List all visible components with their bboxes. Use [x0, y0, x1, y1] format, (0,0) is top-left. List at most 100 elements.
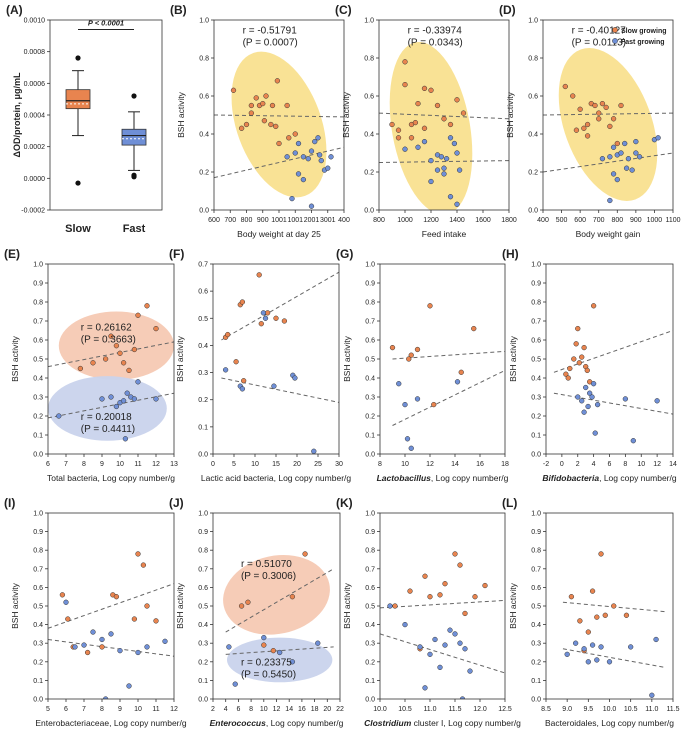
- x-tick-label: 20: [323, 706, 331, 713]
- data-point-fast: [564, 651, 570, 658]
- x-tick-label: 11.5: [666, 706, 679, 713]
- y-tick-label: 0.3: [33, 641, 43, 648]
- correlation-p: (P = 0.0343): [408, 37, 463, 48]
- y-axis-label: BSH activity: [10, 335, 20, 382]
- y-tick-label: 0.3: [33, 395, 43, 402]
- data-point-fast: [599, 156, 606, 162]
- fit-line-slow: [379, 112, 509, 120]
- data-point-fast: [625, 156, 632, 162]
- data-point-slow: [99, 644, 105, 650]
- data-point-slow: [238, 603, 245, 609]
- x-axis-label: Clostridium cluster I, Log copy number/g: [364, 718, 521, 728]
- data-point-slow: [584, 121, 591, 128]
- data-point-slow: [117, 350, 123, 356]
- data-point-slow: [65, 616, 71, 622]
- x-tick-label: 12.0: [473, 706, 487, 713]
- data-point-fast: [144, 644, 150, 650]
- y-tick-label: 0.6: [365, 585, 375, 592]
- data-point-fast: [610, 171, 617, 177]
- y-tick-label: 0.1: [365, 678, 375, 685]
- outlier-point: [75, 180, 81, 186]
- data-point-slow: [289, 594, 296, 600]
- data-point-slow: [131, 616, 138, 622]
- data-point-fast: [292, 150, 298, 156]
- x-tick-label: 10.5: [398, 706, 412, 713]
- data-point-slow: [599, 100, 606, 107]
- data-point-fast: [618, 150, 624, 156]
- y-tick-label: 0.7: [531, 319, 541, 326]
- panel-h: (H) 0.0 0.1 0.2 0.3 0.4 0.5 0.6 0.7 0.8 0.9 1.0 -2 0 2…: [502, 247, 677, 483]
- data-point-slow: [402, 81, 408, 88]
- data-point-fast: [636, 154, 643, 160]
- y-tick-label: 0.6: [198, 585, 208, 592]
- y-tick-label: 0.4: [365, 622, 375, 629]
- x-axis-label: Bifidobacteria, Log copy number/g: [542, 473, 676, 483]
- x-axis-label: Enterobacteriaceae, Log copy number/g: [35, 718, 186, 728]
- x-tick-label: 30: [335, 461, 343, 468]
- x-tick-label: 9.0: [562, 706, 572, 713]
- data-point-slow: [243, 121, 250, 128]
- correlation-r: r = 0.26162: [81, 323, 132, 334]
- x-tick-label: 10.5: [624, 706, 638, 713]
- data-point-slow: [153, 325, 159, 332]
- data-point-slow: [610, 116, 617, 122]
- data-point-slow: [571, 356, 577, 362]
- data-point-slow: [153, 618, 159, 624]
- panel-label: (K): [336, 496, 353, 510]
- y-tick-label: 0.0: [531, 452, 541, 459]
- y-tick-label: 1.0: [364, 18, 374, 25]
- x-tick-label: 8: [378, 461, 382, 468]
- data-point-fast: [594, 401, 601, 408]
- axes-frame: [379, 512, 506, 700]
- y-tick-label: 0.8: [528, 56, 538, 63]
- data-point-slow: [239, 299, 246, 305]
- y-tick-label: 0.6: [531, 585, 541, 592]
- x-tick-label: 5: [232, 461, 236, 468]
- data-point-slow: [590, 303, 597, 309]
- data-point-slow: [581, 344, 587, 351]
- data-point-slow: [447, 121, 454, 128]
- y-tick-label: 0.4: [528, 132, 538, 139]
- data-point-slow: [412, 119, 419, 126]
- y-tick-label: 0.9: [365, 281, 375, 288]
- panel-label: (F): [169, 247, 184, 261]
- data-point-slow: [135, 551, 141, 557]
- x-tick-label: 11: [134, 461, 141, 468]
- data-point-slow: [460, 110, 467, 116]
- data-point-fast: [232, 681, 238, 687]
- data-point-slow: [269, 102, 276, 109]
- category-label: Fast: [123, 223, 146, 235]
- data-point-fast: [598, 644, 604, 650]
- y-tick-label: 0.6: [364, 94, 374, 101]
- data-point-fast: [437, 664, 443, 671]
- y-tick-label: 0.8: [364, 56, 374, 63]
- data-point-fast: [239, 386, 246, 392]
- fit-line-slow: [380, 599, 505, 609]
- y-tick-label: 0.3: [198, 641, 208, 648]
- data-point-fast: [585, 403, 591, 410]
- y-tick-label: 0.5: [531, 357, 541, 364]
- data-point-slow: [431, 401, 437, 408]
- x-tick-label: 6: [46, 461, 50, 468]
- panel-d: (D) r = -0.40127(P = 0.0113) 0.0 0.2 0.4 0.6 0…: [499, 3, 681, 239]
- fit-line-fast: [48, 392, 174, 419]
- plot-area: [48, 303, 174, 442]
- y-tick-label: 0.1: [531, 678, 541, 685]
- y-tick-label: 1.0: [199, 18, 209, 25]
- data-point-slow: [140, 562, 147, 568]
- y-tick-label: 0.6: [198, 289, 208, 296]
- data-point-slow: [407, 588, 413, 594]
- data-point-fast: [113, 403, 120, 410]
- y-tick-label: 0.6: [365, 338, 375, 345]
- data-point-slow: [144, 303, 150, 309]
- x-tick-label: 8: [100, 706, 104, 713]
- data-point-fast: [441, 171, 447, 177]
- y-tick-label: 0.5: [365, 357, 375, 364]
- data-point-fast: [135, 379, 141, 385]
- x-tick-label: 1001: [271, 217, 287, 224]
- panel-label: (A): [6, 3, 23, 17]
- panel-label: (L): [502, 496, 517, 510]
- data-point-slow: [77, 365, 84, 372]
- data-point-fast: [222, 367, 229, 373]
- fit-line-fast: [392, 369, 505, 426]
